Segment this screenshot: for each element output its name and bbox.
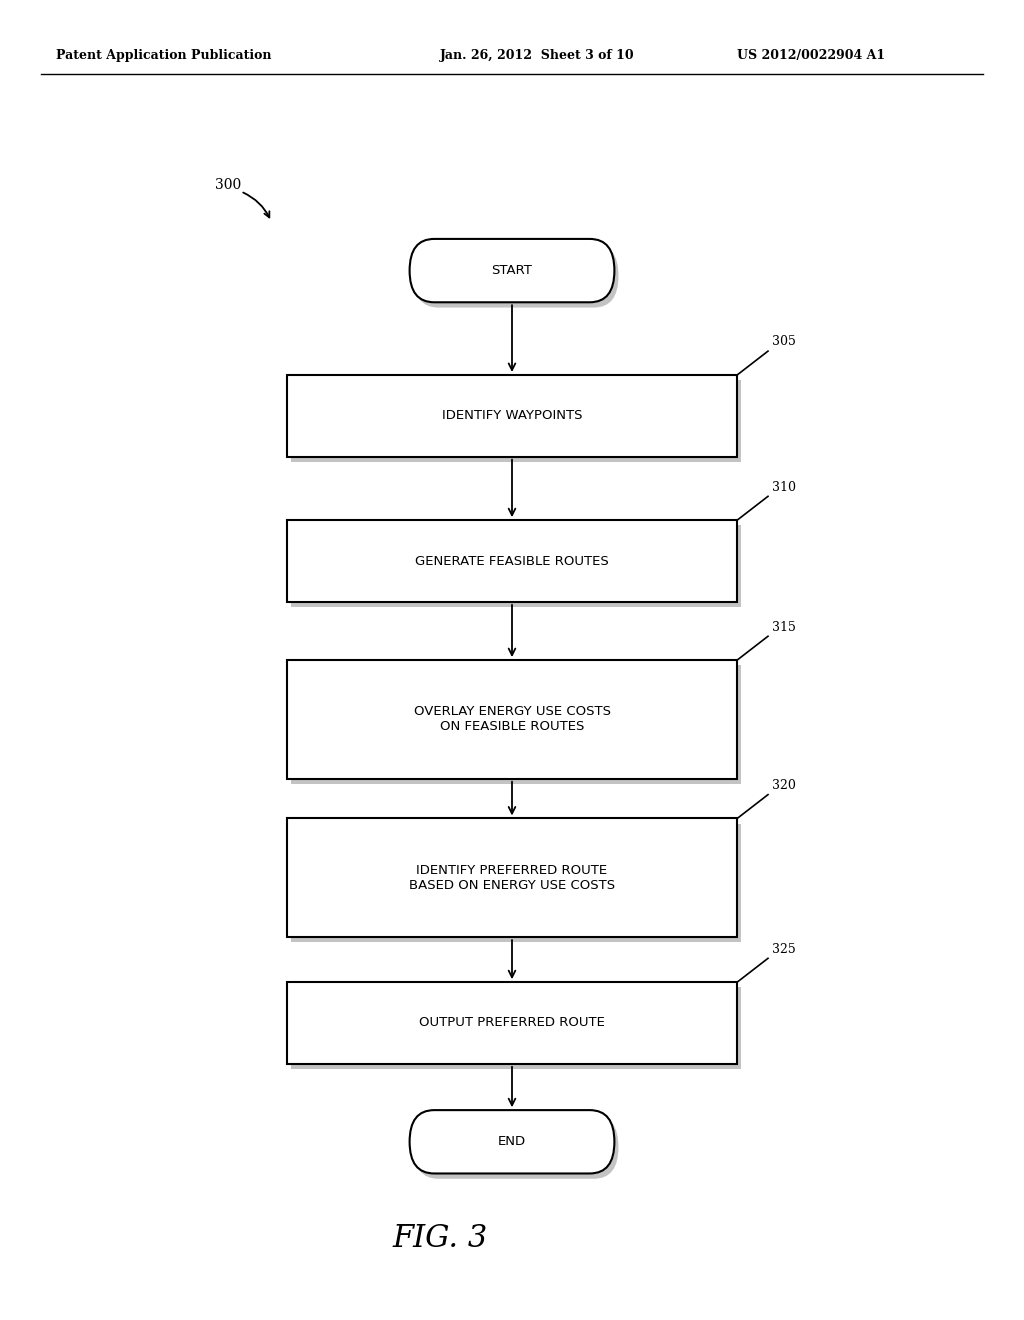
Bar [287,982,737,1064]
FancyBboxPatch shape [410,239,614,302]
FancyBboxPatch shape [291,380,741,462]
Text: Jan. 26, 2012  Sheet 3 of 10: Jan. 26, 2012 Sheet 3 of 10 [440,49,635,62]
Text: Patent Application Publication: Patent Application Publication [56,49,271,62]
Bar [287,818,737,937]
Text: GENERATE FEASIBLE ROUTES: GENERATE FEASIBLE ROUTES [415,554,609,568]
Text: 315: 315 [772,620,796,634]
FancyBboxPatch shape [410,1110,614,1173]
Text: START: START [492,264,532,277]
Bar [287,660,737,779]
FancyBboxPatch shape [291,525,741,607]
FancyBboxPatch shape [291,665,741,784]
FancyBboxPatch shape [291,987,741,1069]
Text: OVERLAY ENERGY USE COSTS
ON FEASIBLE ROUTES: OVERLAY ENERGY USE COSTS ON FEASIBLE ROU… [414,705,610,734]
FancyBboxPatch shape [414,1115,618,1179]
Text: OUTPUT PREFERRED ROUTE: OUTPUT PREFERRED ROUTE [419,1016,605,1030]
Text: 310: 310 [772,480,796,494]
Text: FIG. 3: FIG. 3 [392,1222,488,1254]
Text: 305: 305 [772,335,796,348]
Text: 320: 320 [772,779,796,792]
Text: END: END [498,1135,526,1148]
Bar [287,375,737,457]
Text: US 2012/0022904 A1: US 2012/0022904 A1 [737,49,886,62]
FancyBboxPatch shape [291,824,741,942]
Bar [287,520,737,602]
Text: 325: 325 [772,942,796,956]
Text: IDENTIFY WAYPOINTS: IDENTIFY WAYPOINTS [441,409,583,422]
FancyBboxPatch shape [414,244,618,308]
Text: 300: 300 [215,178,242,193]
Text: IDENTIFY PREFERRED ROUTE
BASED ON ENERGY USE COSTS: IDENTIFY PREFERRED ROUTE BASED ON ENERGY… [409,863,615,892]
